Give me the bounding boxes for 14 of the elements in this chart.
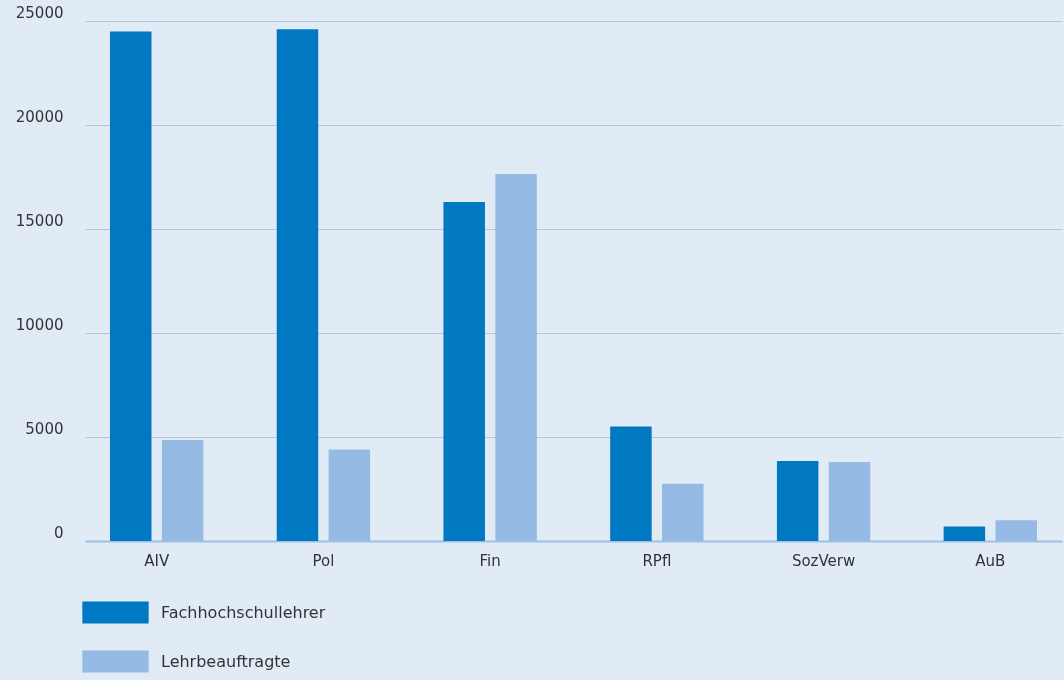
x-tick-label: SozVerw — [791, 551, 856, 570]
x-tick-label: AuB — [975, 551, 1006, 570]
x-tick-label: AIV — [144, 551, 170, 570]
x-tick-label: Fin — [479, 551, 501, 570]
y-tick-label: 25000 — [15, 3, 64, 22]
legend-label: Lehrbeauftragte — [161, 651, 291, 671]
x-tick-label: Pol — [312, 551, 335, 570]
legend-label: Fachhochschullehrer — [161, 602, 326, 622]
y-tick-label: 0 — [53, 523, 64, 542]
y-tick-label: 15000 — [15, 211, 64, 230]
x-tick-label: RPfl — [642, 551, 672, 570]
y-tick-label: 5000 — [25, 419, 64, 438]
y-tick-label: 10000 — [15, 315, 64, 334]
y-tick-label: 20000 — [15, 107, 64, 126]
